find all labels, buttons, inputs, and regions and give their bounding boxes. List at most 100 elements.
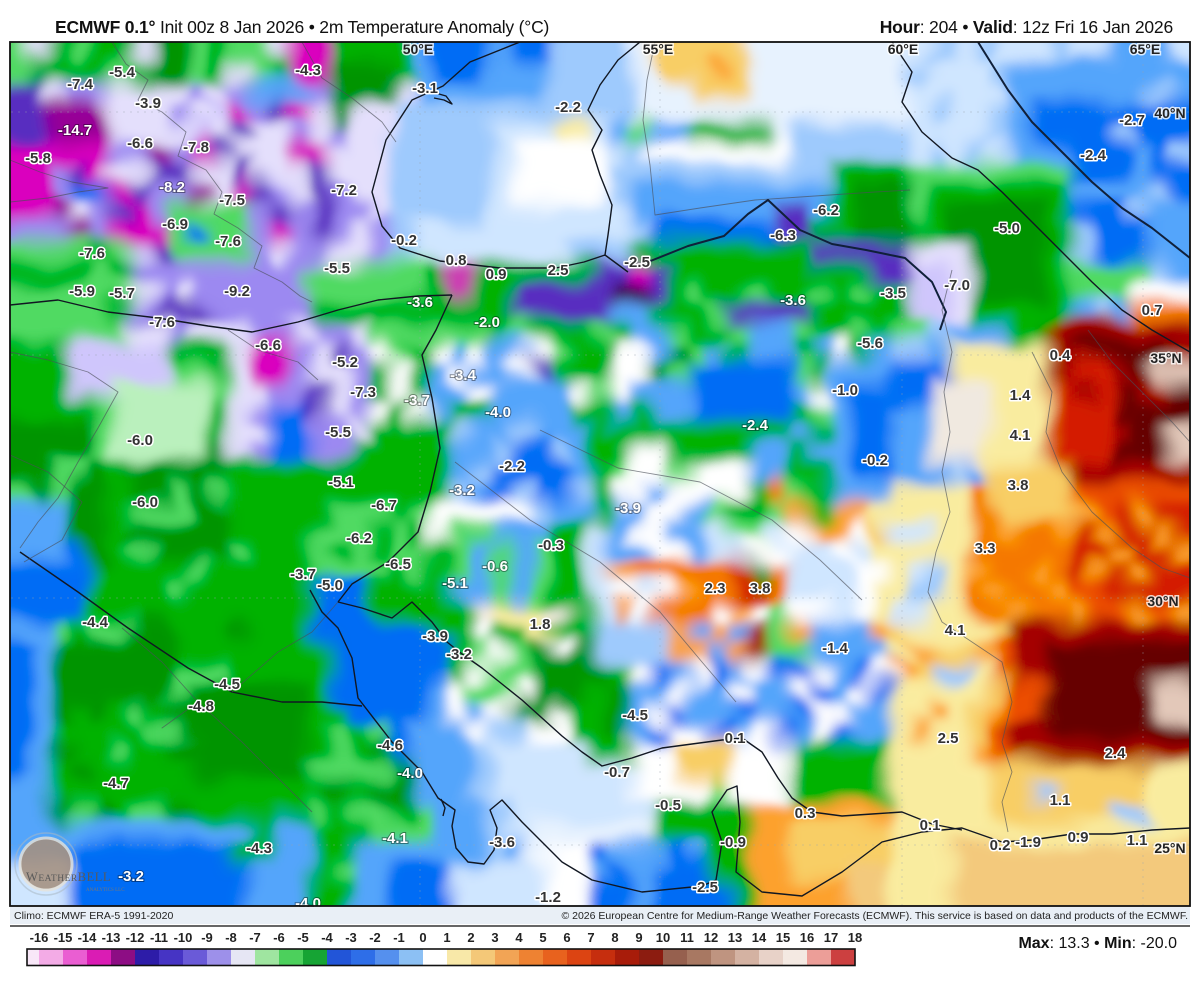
svg-text:2: 2 xyxy=(467,930,474,945)
svg-text:-6.9: -6.9 xyxy=(162,216,188,233)
svg-text:WEATHERBELL: WEATHERBELL xyxy=(26,870,111,884)
svg-text:-1.9: -1.9 xyxy=(1015,834,1041,851)
svg-text:3.8: 3.8 xyxy=(1008,477,1029,494)
svg-text:4: 4 xyxy=(515,930,523,945)
svg-text:-0.5: -0.5 xyxy=(655,797,681,814)
svg-text:-6.5: -6.5 xyxy=(385,556,411,573)
svg-text:0: 0 xyxy=(419,930,426,945)
svg-text:-3.1: -3.1 xyxy=(412,80,438,97)
svg-text:25°N: 25°N xyxy=(1154,840,1185,856)
svg-text:2.4: 2.4 xyxy=(1105,745,1127,762)
svg-text:-6.3: -6.3 xyxy=(770,227,796,244)
svg-text:-7.8: -7.8 xyxy=(183,139,209,156)
svg-text:0.2: 0.2 xyxy=(990,837,1011,854)
svg-text:2.3: 2.3 xyxy=(705,580,726,597)
svg-text:-0.9: -0.9 xyxy=(720,834,746,851)
svg-text:-4.5: -4.5 xyxy=(214,676,240,693)
svg-text:-7.6: -7.6 xyxy=(79,245,105,262)
svg-text:-3.6: -3.6 xyxy=(780,292,806,309)
svg-text:-3.6: -3.6 xyxy=(489,834,515,851)
svg-text:-16: -16 xyxy=(30,930,49,945)
svg-text:-11: -11 xyxy=(150,930,168,945)
svg-text:-5.5: -5.5 xyxy=(325,424,351,441)
svg-text:-2.5: -2.5 xyxy=(624,254,650,271)
svg-text:15: 15 xyxy=(776,930,790,945)
svg-text:-4.6: -4.6 xyxy=(377,737,403,754)
svg-text:-6.2: -6.2 xyxy=(813,202,839,219)
svg-text:-7: -7 xyxy=(249,930,261,945)
svg-text:-3.6: -3.6 xyxy=(407,294,433,311)
svg-text:-7.0: -7.0 xyxy=(944,277,970,294)
svg-text:-2.0: -2.0 xyxy=(474,314,500,331)
svg-text:40°N: 40°N xyxy=(1154,105,1185,121)
svg-text:-14: -14 xyxy=(78,930,98,945)
svg-text:-3.2: -3.2 xyxy=(118,868,144,885)
svg-text:Hour: 204 • Valid: 12z Fri 16: Hour: 204 • Valid: 12z Fri 16 Jan 2026 xyxy=(880,17,1173,37)
svg-text:-6.6: -6.6 xyxy=(255,337,281,354)
svg-text:-0.7: -0.7 xyxy=(604,764,630,781)
svg-text:4.1: 4.1 xyxy=(1010,427,1031,444)
svg-text:2.5: 2.5 xyxy=(938,730,959,747)
svg-text:1.1: 1.1 xyxy=(1127,832,1148,849)
svg-text:0.1: 0.1 xyxy=(920,817,941,834)
svg-text:-1.2: -1.2 xyxy=(535,889,561,906)
svg-text:-7.5: -7.5 xyxy=(219,192,245,209)
svg-text:2.5: 2.5 xyxy=(548,262,569,279)
svg-text:-5.0: -5.0 xyxy=(994,220,1020,237)
svg-text:13: 13 xyxy=(728,930,742,945)
svg-text:-0.2: -0.2 xyxy=(862,452,888,469)
svg-text:-4.8: -4.8 xyxy=(188,698,214,715)
svg-text:12: 12 xyxy=(704,930,718,945)
svg-text:-1.0: -1.0 xyxy=(832,382,858,399)
svg-text:-4.0: -4.0 xyxy=(485,404,511,421)
svg-text:-4.7: -4.7 xyxy=(103,775,129,792)
svg-text:-2.2: -2.2 xyxy=(555,99,581,116)
svg-text:-2: -2 xyxy=(369,930,381,945)
svg-text:-3.7: -3.7 xyxy=(404,392,430,409)
svg-text:-7.6: -7.6 xyxy=(149,314,175,331)
svg-text:-5.2: -5.2 xyxy=(332,354,358,371)
svg-text:0.3: 0.3 xyxy=(795,805,816,822)
svg-text:-6.7: -6.7 xyxy=(371,497,397,514)
svg-text:65°E: 65°E xyxy=(1130,41,1161,57)
svg-text:Max: 13.3 • Min: -20.0: Max: 13.3 • Min: -20.0 xyxy=(1018,935,1177,952)
svg-text:-14.7: -14.7 xyxy=(58,122,92,139)
svg-text:3: 3 xyxy=(491,930,498,945)
svg-text:8: 8 xyxy=(611,930,618,945)
svg-text:-5.9: -5.9 xyxy=(69,283,95,300)
svg-text:0.4: 0.4 xyxy=(1050,347,1072,364)
svg-text:30°N: 30°N xyxy=(1147,593,1178,609)
svg-text:-0.2: -0.2 xyxy=(391,232,417,249)
svg-text:1: 1 xyxy=(443,930,450,945)
svg-text:-6.6: -6.6 xyxy=(127,135,153,152)
svg-text:-3.5: -3.5 xyxy=(880,285,906,302)
svg-text:-4.3: -4.3 xyxy=(246,840,272,857)
svg-text:0.1: 0.1 xyxy=(725,730,746,747)
svg-text:-12: -12 xyxy=(126,930,145,945)
svg-text:-5.4: -5.4 xyxy=(109,64,136,81)
svg-text:0.7: 0.7 xyxy=(1142,302,1163,319)
svg-text:-9.2: -9.2 xyxy=(224,283,250,300)
svg-text:-0.3: -0.3 xyxy=(538,537,564,554)
svg-text:-6.0: -6.0 xyxy=(127,432,153,449)
svg-text:-4.1: -4.1 xyxy=(382,830,408,847)
svg-text:-7.6: -7.6 xyxy=(215,233,241,250)
svg-text:10: 10 xyxy=(656,930,670,945)
svg-text:-7.3: -7.3 xyxy=(350,384,376,401)
svg-text:-1: -1 xyxy=(393,930,405,945)
svg-text:17: 17 xyxy=(824,930,838,945)
svg-text:4.1: 4.1 xyxy=(945,622,966,639)
svg-text:50°E: 50°E xyxy=(403,41,434,57)
svg-text:3.3: 3.3 xyxy=(975,540,996,557)
svg-text:7: 7 xyxy=(587,930,594,945)
svg-text:-2.7: -2.7 xyxy=(1119,112,1145,129)
svg-text:-5: -5 xyxy=(297,930,309,945)
svg-text:-8: -8 xyxy=(225,930,237,945)
svg-text:5: 5 xyxy=(539,930,546,945)
svg-text:-3.2: -3.2 xyxy=(449,482,475,499)
svg-text:© 2026 European Centre for Med: © 2026 European Centre for Medium-Range … xyxy=(561,910,1188,922)
svg-text:16: 16 xyxy=(800,930,814,945)
svg-text:-3.2: -3.2 xyxy=(446,646,472,663)
svg-text:-3.4: -3.4 xyxy=(450,367,477,384)
svg-text:-2.4: -2.4 xyxy=(1080,147,1107,164)
